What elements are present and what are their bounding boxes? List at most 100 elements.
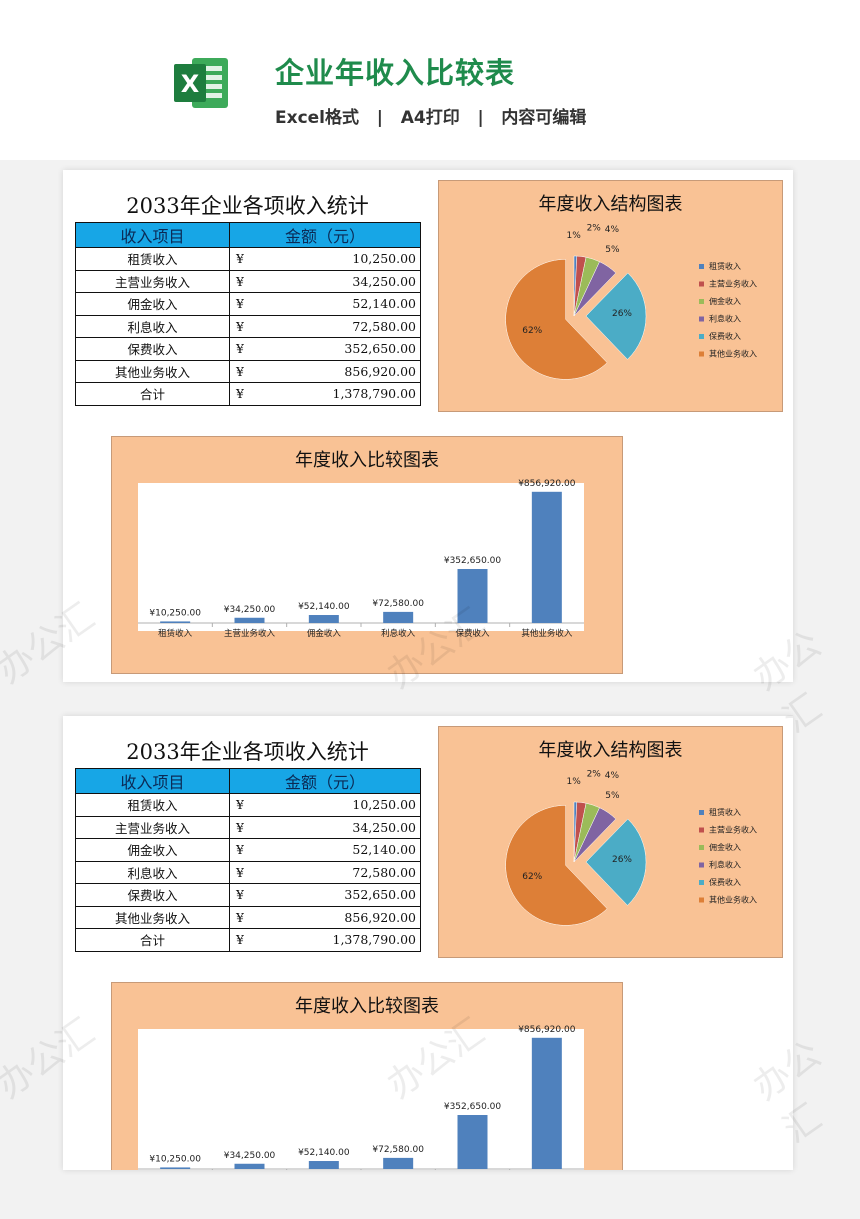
currency-symbol: ¥ bbox=[229, 337, 252, 361]
x-tick-label: 保费收入 bbox=[455, 628, 490, 639]
pie-data-label: 5% bbox=[605, 791, 620, 801]
legend-entry: 主营业务收入 bbox=[709, 825, 757, 835]
income-item-name: 合计 bbox=[75, 928, 230, 952]
column-header-amount: 金额（元） bbox=[229, 222, 421, 248]
table-header-row: 收入项目 金额（元） bbox=[75, 768, 421, 794]
income-amount: 52,140.00 bbox=[252, 292, 421, 316]
legend-entry: 其他业务收入 bbox=[709, 349, 757, 359]
bar-data-label: ¥10,250.00 bbox=[149, 1154, 201, 1164]
income-amount: 352,650.00 bbox=[252, 883, 421, 907]
bar-data-label: ¥34,250.00 bbox=[224, 1151, 276, 1161]
pie-slice bbox=[573, 807, 617, 863]
x-tick-label: 租赁收入 bbox=[158, 628, 193, 639]
bar-data-label: ¥52,140.00 bbox=[298, 1148, 350, 1158]
bar-chart-panel: 年度收入比较图表 ¥10,250.00 租赁收入 ¥34,250.00 主营业务收入 ¥… bbox=[111, 436, 623, 674]
pie-data-label: 62% bbox=[522, 872, 542, 882]
currency-symbol: ¥ bbox=[229, 359, 252, 383]
bar bbox=[457, 569, 488, 623]
income-item-name: 租赁收入 bbox=[75, 247, 230, 271]
table-row: 其他业务收入 ¥856,920.00 bbox=[75, 359, 421, 383]
table-row: 合计 ¥1,378,790.00 bbox=[75, 382, 421, 406]
currency-symbol: ¥ bbox=[229, 793, 252, 817]
pie-chart: 1% 2% 4% 5% 26% 62% 租赁收入主营业务收入佣金收入利息收入保费收入其他业务… bbox=[505, 224, 757, 380]
pie-chart: 1% 2% 4% 5% 26% 62% 租赁收入主营业务收入佣金收入利息收入保费收入其他业务… bbox=[505, 770, 757, 926]
legend-entry: 保费收入 bbox=[709, 877, 741, 887]
legend-entry: 其他业务收入 bbox=[709, 895, 757, 905]
table-row: 租赁收入 ¥10,250.00 bbox=[75, 247, 421, 271]
pie-chart-panel: 年度收入结构图表 1% 2% 4% 5% 26% 62% 租赁收入 主营业务收入 佣金收入 利息收… bbox=[438, 180, 783, 412]
legend-entry: 保费收入 bbox=[709, 331, 741, 341]
income-item-name: 保费收入 bbox=[75, 883, 230, 907]
table-header-row: 收入项目 金额（元） bbox=[75, 222, 421, 248]
bar bbox=[308, 1161, 339, 1169]
currency-symbol: ¥ bbox=[229, 905, 252, 929]
bar bbox=[383, 1157, 414, 1169]
income-item-name: 租赁收入 bbox=[75, 793, 230, 817]
table-row: 其他业务收入 ¥856,920.00 bbox=[75, 905, 421, 929]
income-amount: 34,250.00 bbox=[252, 815, 421, 839]
x-tick-label: 佣金收入 bbox=[307, 628, 342, 639]
bar bbox=[160, 1167, 191, 1169]
bar-data-label: ¥34,250.00 bbox=[224, 605, 276, 615]
pie-slice bbox=[505, 805, 608, 926]
legend-swatch bbox=[699, 810, 704, 815]
income-amount: 352,650.00 bbox=[252, 337, 421, 361]
income-table: 收入项目 金额（元） 租赁收入 ¥10,250.00 主营业务收入 ¥34,250.0… bbox=[75, 222, 421, 406]
bar-data-label: ¥856,920.00 bbox=[518, 479, 576, 489]
bar-data-label: ¥72,580.00 bbox=[372, 1145, 424, 1155]
bar-data-label: ¥352,650.00 bbox=[444, 556, 502, 566]
legend-swatch bbox=[699, 264, 704, 269]
column-header-amount: 金额（元） bbox=[229, 768, 421, 794]
bar-data-label: ¥72,580.00 bbox=[372, 599, 424, 609]
pie-data-label: 5% bbox=[605, 245, 620, 255]
bar-data-label: ¥52,140.00 bbox=[298, 602, 350, 612]
page-subtitle: Excel格式 | A4打印 | 内容可编辑 bbox=[275, 108, 587, 128]
bar bbox=[383, 611, 414, 623]
income-amount: 10,250.00 bbox=[252, 793, 421, 817]
pie-slice bbox=[573, 261, 617, 317]
income-item-name: 主营业务收入 bbox=[75, 269, 230, 293]
legend-swatch bbox=[699, 862, 704, 868]
currency-symbol: ¥ bbox=[229, 815, 252, 839]
pie-data-label: 62% bbox=[522, 326, 542, 336]
table-row: 主营业务收入 ¥34,250.00 bbox=[75, 269, 421, 293]
currency-symbol: ¥ bbox=[229, 860, 252, 884]
excel-logo-letter: X bbox=[181, 70, 200, 98]
table-row: 保费收入 ¥352,650.00 bbox=[75, 883, 421, 907]
legend-swatch bbox=[699, 845, 704, 850]
currency-symbol: ¥ bbox=[229, 382, 252, 406]
legend-entry: 佣金收入 bbox=[709, 296, 741, 306]
table-row: 合计 ¥1,378,790.00 bbox=[75, 928, 421, 952]
income-amount: 34,250.00 bbox=[252, 269, 421, 293]
legend-swatch bbox=[699, 281, 704, 287]
sheet-title: 2033年企业各项收入统计 bbox=[126, 740, 369, 764]
pie-slice bbox=[585, 272, 647, 360]
currency-symbol: ¥ bbox=[229, 928, 252, 952]
currency-symbol: ¥ bbox=[229, 883, 252, 907]
x-tick-label: 利息收入 bbox=[381, 628, 416, 639]
pie-slice bbox=[585, 818, 647, 906]
pie-data-label: 26% bbox=[612, 309, 632, 319]
income-item-name: 利息收入 bbox=[75, 314, 230, 338]
bar bbox=[531, 491, 562, 623]
currency-symbol: ¥ bbox=[229, 314, 252, 338]
page-title: 企业年收入比较表 bbox=[275, 56, 516, 90]
pie-slice bbox=[505, 259, 608, 380]
x-tick-label: 主营业务收入 bbox=[224, 628, 276, 639]
bar-plot-area bbox=[138, 483, 584, 631]
legend-swatch bbox=[699, 334, 704, 339]
table-row: 租赁收入 ¥10,250.00 bbox=[75, 793, 421, 817]
bar-data-label: ¥856,920.00 bbox=[518, 1025, 576, 1035]
spreadsheet-page: 2033年企业各项收入统计 收入项目 金额（元） 租赁收入 ¥10,250.00 主… bbox=[63, 170, 793, 682]
income-amount: 72,580.00 bbox=[252, 860, 421, 884]
legend-swatch bbox=[699, 299, 704, 304]
legend-entry: 租赁收入 bbox=[709, 807, 741, 817]
legend-swatch bbox=[699, 897, 704, 903]
legend-swatch bbox=[699, 827, 704, 833]
bar bbox=[160, 621, 191, 623]
spreadsheet-page: 2033年企业各项收入统计 收入项目 金额（元） 租赁收入 ¥10,250.00 主… bbox=[63, 716, 793, 1170]
pie-chart-title: 年度收入结构图表 bbox=[538, 740, 683, 761]
income-amount: 10,250.00 bbox=[252, 247, 421, 271]
currency-symbol: ¥ bbox=[229, 247, 252, 271]
bar-chart-title: 年度收入比较图表 bbox=[295, 996, 439, 1017]
